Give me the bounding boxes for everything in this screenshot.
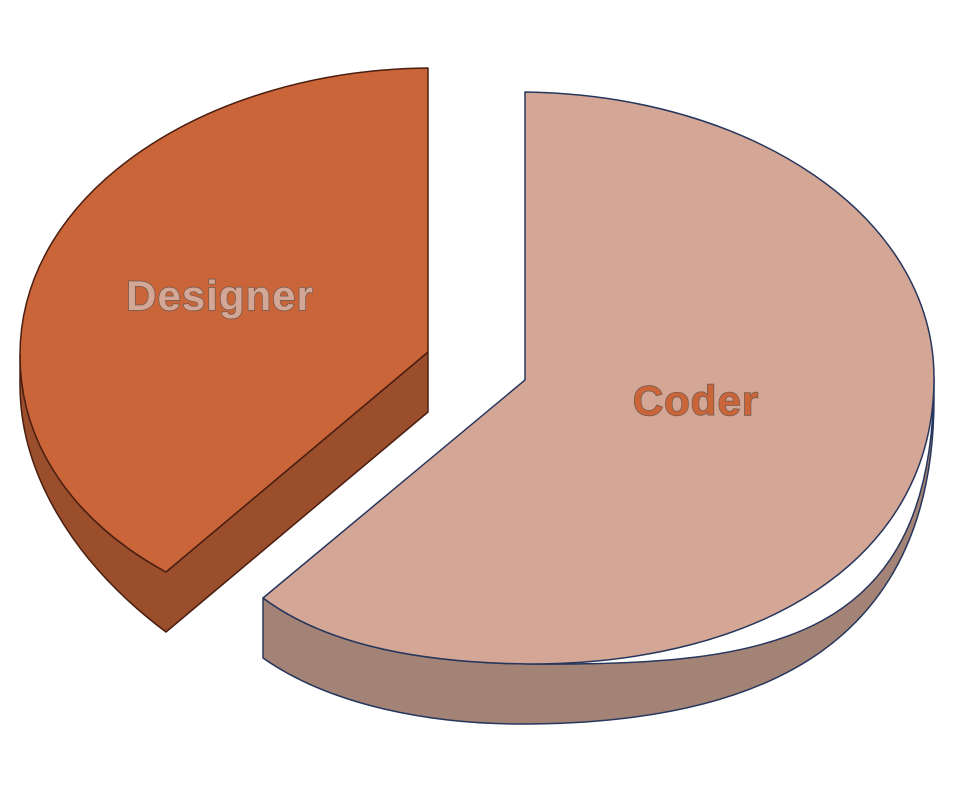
slice-label-designer: Designer bbox=[126, 272, 314, 319]
slice-coder[interactable]: Coder bbox=[262, 91, 935, 725]
slice-designer[interactable]: Designer bbox=[19, 67, 429, 633]
slice-coder-top bbox=[262, 91, 935, 665]
slice-designer-top bbox=[19, 67, 429, 573]
slice-label-coder: Coder bbox=[633, 377, 759, 424]
